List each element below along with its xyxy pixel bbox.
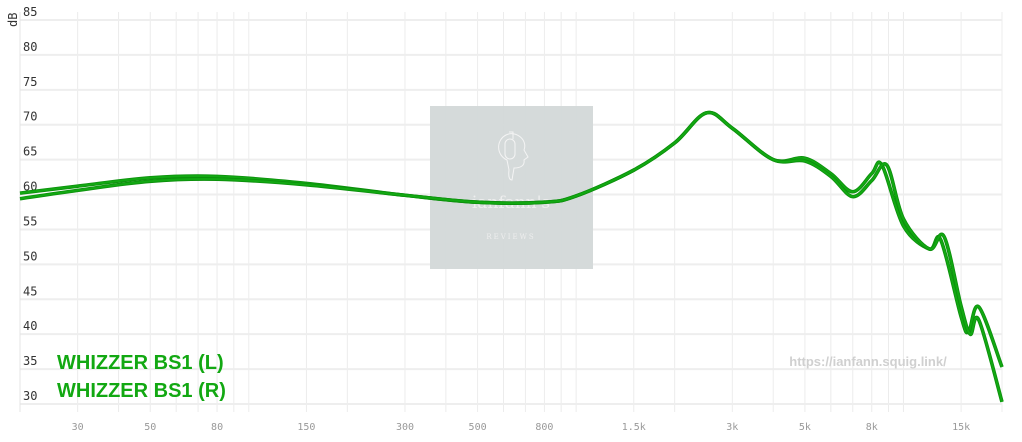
x-tick-label: 15k xyxy=(952,422,970,433)
y-tick-label: 75 xyxy=(23,75,37,89)
y-tick-label: 50 xyxy=(23,249,37,263)
legend: WHIZZER BS1 (L) WHIZZER BS1 (R) xyxy=(57,352,226,402)
y-tick-label: 80 xyxy=(23,40,37,54)
watermark-sub: REVIEWS xyxy=(486,233,535,241)
curves xyxy=(19,110,1004,403)
x-tick-label: 1.5k xyxy=(622,422,646,433)
x-tick-label: 300 xyxy=(396,422,414,433)
x-tick-label: 50 xyxy=(144,422,156,433)
y-axis-label: dB xyxy=(6,13,20,27)
series-line-right xyxy=(19,111,1003,403)
x-tick-label: 150 xyxy=(297,422,315,433)
watermark-logo: ianfann's REVIEWS xyxy=(430,106,593,269)
y-tick-label: 70 xyxy=(23,110,37,124)
x-tick-label: 80 xyxy=(211,422,223,433)
legend-item-left: WHIZZER BS1 (L) xyxy=(57,352,224,374)
y-tick-label: 55 xyxy=(23,214,37,228)
y-tick-label: 40 xyxy=(23,319,37,333)
x-tick-label: 800 xyxy=(535,422,553,433)
y-tick-label: 35 xyxy=(23,354,37,368)
x-tick-label: 500 xyxy=(469,422,487,433)
y-tick-label: 45 xyxy=(23,284,37,298)
x-tick-label: 3k xyxy=(726,422,738,433)
y-tick-label: 85 xyxy=(23,5,37,19)
y-tick-label: 30 xyxy=(23,389,37,403)
legend-item-right: WHIZZER BS1 (R) xyxy=(57,380,226,402)
x-tick-label: 5k xyxy=(799,422,811,433)
headphone-head-icon xyxy=(498,131,529,181)
watermark-box xyxy=(430,106,593,269)
x-tick-label: 30 xyxy=(72,422,84,433)
y-tick-label: 65 xyxy=(23,145,37,159)
watermark-url: https://ianfann.squig.link/ xyxy=(789,354,947,369)
x-axis: 30 50 80 150 300 500 800 1.5k 3k 5k 8k 15k xyxy=(72,422,971,433)
x-tick-label: 8k xyxy=(866,422,878,433)
